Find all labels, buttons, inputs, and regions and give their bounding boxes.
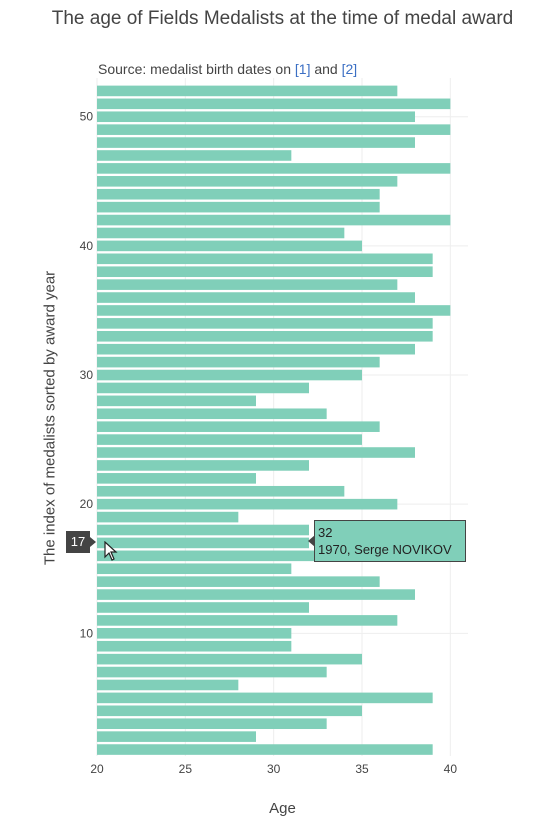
chart-subtitle: Source: medalist birth dates on [1] and … [98,61,357,77]
y-tick-label: 40 [80,239,94,253]
bar-13[interactable] [97,589,415,600]
x-axis-label: Age [269,800,296,817]
bar-1[interactable] [97,744,433,755]
bar-19[interactable] [97,511,239,523]
bar-4[interactable] [97,705,362,717]
bar-49[interactable] [97,124,451,135]
chart-title: The age of Fields Medalists at the time … [51,8,514,29]
bar-38[interactable] [97,266,433,278]
bar-31[interactable] [97,356,380,368]
source-link-2[interactable]: [2] [341,61,358,77]
bar-6[interactable] [97,679,239,691]
hover-index-badge: 17 [66,531,96,553]
y-tick-label: 50 [80,110,94,124]
tooltip-value: 32 [318,525,333,540]
x-tick-label: 35 [355,762,369,776]
bar-8[interactable] [97,653,362,665]
bar-52[interactable] [97,85,398,97]
bar-51[interactable] [97,98,451,110]
bar-37[interactable] [97,279,398,290]
bar-30[interactable] [97,369,362,381]
bar-14[interactable] [97,576,380,587]
bar-34[interactable] [97,318,433,329]
x-tick-label: 25 [179,762,193,776]
bar-15[interactable] [97,563,292,575]
bar-36[interactable] [97,292,415,303]
bar-18[interactable] [97,524,309,536]
mouse-cursor-icon [104,541,118,561]
bar-25[interactable] [97,434,362,445]
bar-3[interactable] [97,718,327,730]
bar-43[interactable] [97,201,380,213]
y-tick-label: 10 [80,626,94,640]
y-axis-label: The index of medalists sorted by award y… [41,270,59,566]
source-prefix: Source: medalist birth dates on [98,61,291,77]
bar-39[interactable] [97,253,433,265]
y-tick-label: 20 [80,497,94,511]
bar-17[interactable] [97,537,309,549]
bar-16[interactable] [97,550,327,562]
bar-24[interactable] [97,447,415,458]
bar-29[interactable] [97,382,309,394]
x-tick-label: 20 [90,762,104,776]
bar-28[interactable] [97,395,256,407]
x-tick-label: 40 [444,762,458,776]
source-link-1[interactable]: [1] [294,61,311,77]
bar-9[interactable] [97,640,292,652]
bar-46[interactable] [97,163,451,174]
bar-48[interactable] [97,137,415,148]
bar-22[interactable] [97,473,256,484]
bars-group [97,85,451,755]
bar-7[interactable] [97,666,327,678]
x-tick-labels: 20 25 30 35 40 [90,762,457,776]
bar-12[interactable] [97,602,309,613]
x-tick-label: 30 [267,762,281,776]
bar-47[interactable] [97,150,292,161]
bar-41[interactable] [97,227,345,239]
bar-27[interactable] [97,408,327,420]
bar-33[interactable] [97,330,433,342]
bar-10[interactable] [97,628,292,639]
bar-5[interactable] [97,692,433,704]
y-tick-label: 30 [80,368,94,382]
bar-40[interactable] [97,240,362,252]
bar-26[interactable] [97,421,380,432]
hover-tooltip: 32 1970, Serge NOVIKOV [308,520,466,562]
y-tick-labels: 10 20 30 40 50 [80,110,94,641]
bar-50[interactable] [97,111,415,123]
bar-23[interactable] [97,460,309,471]
bar-45[interactable] [97,176,398,187]
bar-2[interactable] [97,731,256,742]
bar-32[interactable] [97,343,415,355]
bar-35[interactable] [97,305,451,316]
tooltip-label: 1970, Serge NOVIKOV [318,542,452,557]
bar-21[interactable] [97,485,345,497]
bar-20[interactable] [97,498,398,510]
bar-11[interactable] [97,615,398,626]
bar-42[interactable] [97,214,451,226]
source-and: and [314,61,338,77]
bar-44[interactable] [97,188,380,200]
